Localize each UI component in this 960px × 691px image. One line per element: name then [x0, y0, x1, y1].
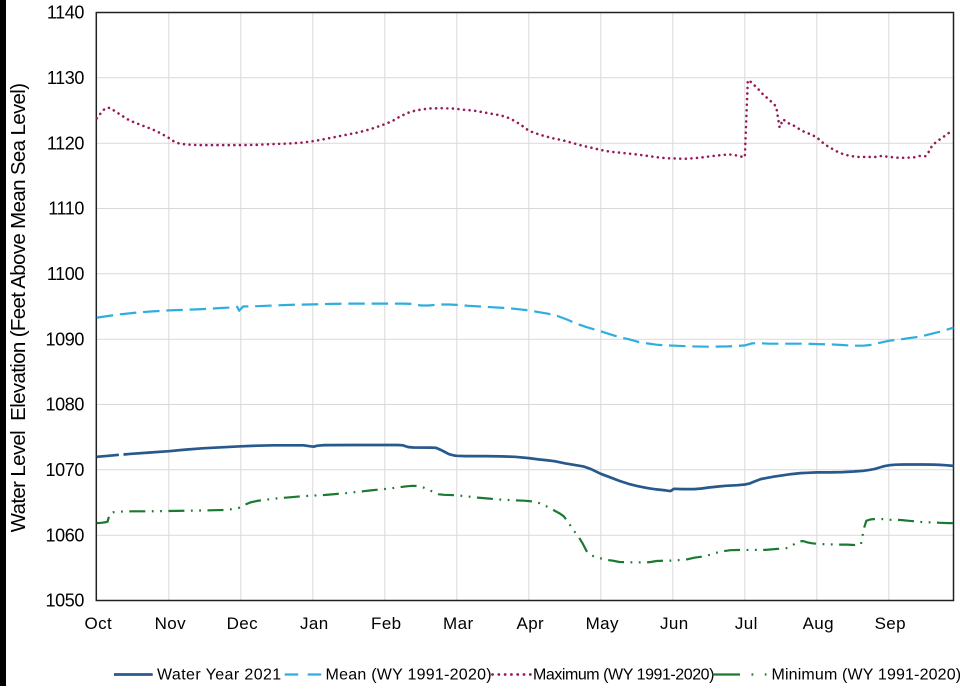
- svg-text:Apr: Apr: [516, 614, 544, 633]
- svg-text:Water Level Elevation (Feet A: Water Level Elevation (Feet Above Mean S…: [7, 84, 30, 533]
- svg-text:Jan: Jan: [300, 614, 329, 633]
- svg-text:Mean (WY 1991-2020): Mean (WY 1991-2020): [326, 667, 492, 684]
- svg-text:Oct: Oct: [84, 614, 112, 633]
- svg-text:Aug: Aug: [803, 614, 834, 633]
- svg-text:1090: 1090: [46, 329, 85, 349]
- svg-text:1100: 1100: [47, 264, 84, 284]
- svg-text:1080: 1080: [46, 395, 85, 415]
- svg-text:1140: 1140: [47, 3, 84, 23]
- svg-text:1130: 1130: [47, 68, 84, 88]
- svg-text:1110: 1110: [48, 199, 84, 219]
- svg-text:May: May: [586, 614, 619, 633]
- svg-text:Water Year 2021: Water Year 2021: [157, 667, 282, 684]
- svg-text:Dec: Dec: [227, 614, 259, 633]
- svg-text:Sep: Sep: [875, 614, 906, 633]
- svg-text:Minimum (WY 1991-2020): Minimum (WY 1991-2020): [772, 667, 960, 684]
- svg-text:1120: 1120: [47, 133, 84, 153]
- svg-text:Nov: Nov: [155, 614, 187, 633]
- svg-text:Jun: Jun: [660, 614, 689, 633]
- svg-text:Jul: Jul: [735, 614, 758, 633]
- svg-text:Mar: Mar: [443, 614, 473, 633]
- svg-text:1070: 1070: [46, 460, 85, 480]
- svg-text:1050: 1050: [46, 591, 85, 611]
- svg-text:Feb: Feb: [371, 614, 402, 633]
- svg-text:Maximum (WY 1991-2020): Maximum (WY 1991-2020): [533, 667, 714, 684]
- svg-text:1060: 1060: [46, 525, 85, 545]
